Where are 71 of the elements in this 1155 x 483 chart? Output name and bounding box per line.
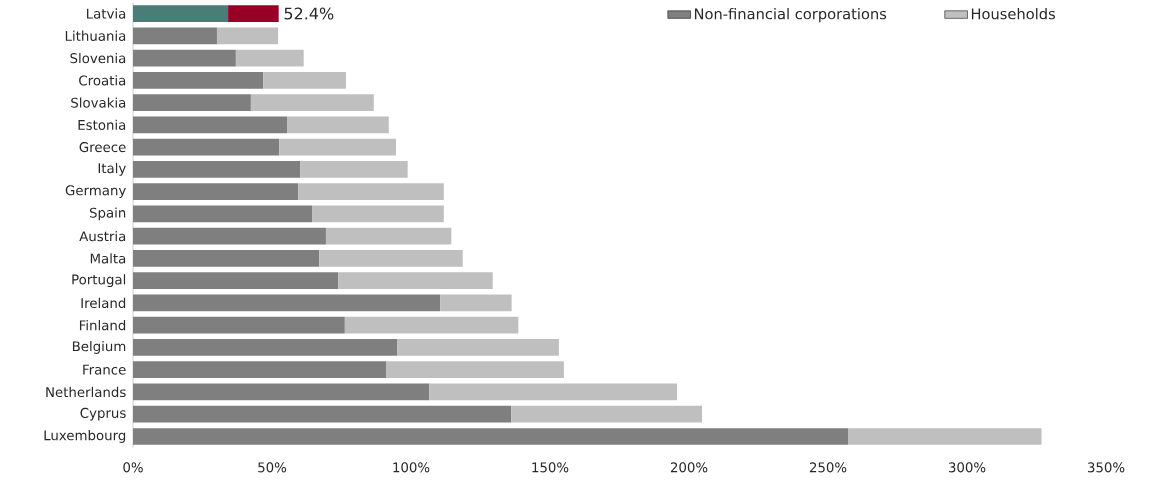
bar (338, 272, 493, 289)
y-tick-label: Spain (89, 207, 126, 221)
bar (440, 294, 512, 312)
bar (429, 383, 678, 401)
x-tick-label: 250% (809, 462, 847, 473)
legend-label: Non-financial corporations (694, 8, 887, 23)
y-tick-label: Italy (98, 162, 126, 176)
y-tick-label: Latvia (87, 8, 126, 19)
x-tick-label: 350% (1087, 462, 1125, 473)
bar (133, 5, 229, 22)
bar (133, 294, 441, 312)
bar (300, 161, 408, 178)
bar (133, 27, 217, 45)
bar (133, 161, 301, 178)
bar (133, 272, 339, 289)
bar (133, 361, 386, 379)
bar (848, 428, 1042, 445)
bar (133, 138, 280, 156)
x-tick-label: 150% (532, 462, 569, 473)
bar (235, 49, 304, 67)
bar (133, 428, 849, 445)
bar (133, 250, 320, 267)
bar (397, 339, 559, 356)
bar (511, 405, 703, 423)
bar (319, 250, 463, 267)
y-tick-label: Estonia (78, 119, 126, 130)
x-tick-label: 200% (670, 462, 708, 473)
bar (133, 183, 299, 200)
y-tick-label: Slovakia (71, 97, 126, 108)
x-tick-label: 50% (258, 462, 287, 473)
bar (298, 183, 444, 200)
bar (133, 71, 264, 89)
bar (133, 227, 326, 245)
legend-label: Households (971, 8, 1056, 20)
bar (312, 205, 444, 223)
bar (133, 339, 398, 356)
bar (325, 227, 452, 245)
bar (287, 116, 389, 134)
x-tick-label: 300% (948, 462, 986, 473)
y-tick-label: Slovenia (70, 52, 126, 64)
y-tick-label: Greece (79, 142, 126, 153)
x-tick-label: 100% (393, 462, 430, 473)
bar (263, 71, 346, 89)
bar (279, 138, 396, 156)
bar (344, 316, 519, 334)
total-label: 52.4% (284, 7, 334, 20)
y-tick-label: Germany (65, 185, 126, 198)
bar (133, 49, 236, 67)
bar (133, 116, 288, 134)
x-tick-label: 0% (123, 462, 143, 473)
bar (216, 27, 279, 45)
y-tick-label: Netherlands (46, 386, 126, 398)
bar (385, 361, 564, 379)
bar (133, 383, 430, 401)
bar (133, 94, 251, 111)
y-tick-label: Portugal (72, 274, 126, 288)
y-tick-label: Malta (90, 253, 126, 264)
bar (133, 316, 345, 334)
y-tick-label: Croatia (79, 75, 126, 86)
bar (133, 405, 512, 423)
y-tick-label: Ireland (81, 297, 126, 309)
y-tick-label: Cyprus (80, 407, 126, 421)
y-tick-label: France (83, 364, 126, 375)
bar (250, 94, 374, 111)
y-tick-label: Austria (79, 230, 126, 242)
y-tick-label: Finland (79, 320, 126, 331)
bar (133, 205, 313, 223)
y-tick-label: Lithuania (65, 30, 126, 41)
y-tick-label: Luxembourg (44, 430, 126, 443)
y-tick-label: Belgium (72, 340, 126, 354)
bar (228, 5, 279, 22)
